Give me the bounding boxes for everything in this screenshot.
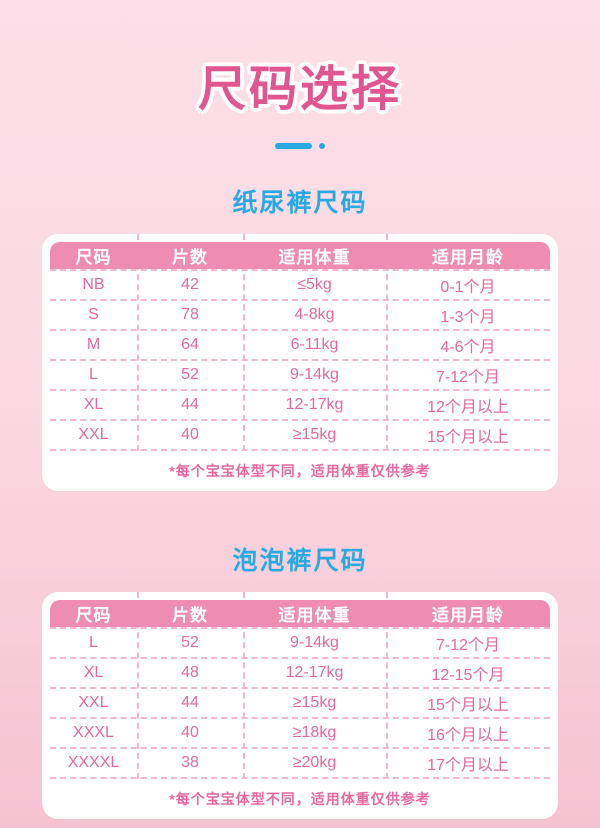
table-cell: 42 xyxy=(181,275,199,293)
table-header-row: 尺码 片数 适用体重 适用月龄 xyxy=(50,241,550,269)
table-body: L 52 9-14kg 7-12个月 XL 48 12-17kg 12-15个月 XXL 44 ≥1… xyxy=(50,626,550,779)
column-header: 尺码 xyxy=(75,605,112,625)
table-cell: XL xyxy=(83,663,104,681)
table-cell: 12-17kg xyxy=(285,395,344,413)
table-cell: 17个月以上 xyxy=(427,756,509,774)
table-cell: 9-14kg xyxy=(290,633,339,651)
table-cell: ≥20kg xyxy=(292,753,337,771)
table-cell: 44 xyxy=(181,693,199,711)
column-header: 尺码 xyxy=(75,247,112,267)
column-header: 片数 xyxy=(172,247,208,267)
table-cell: 44 xyxy=(181,395,199,413)
table-cell: 78 xyxy=(181,305,199,323)
table-row: L 52 9-14kg 7-12个月 xyxy=(50,629,550,659)
column-header: 适用体重 xyxy=(278,247,351,267)
table-body: NB 42 ≤5kg 0-1个月 S 78 4-8kg 1-3个月 M 64 6-11kg 4-6个月… xyxy=(50,268,550,451)
table-row: XL 44 12-17kg 12个月以上 xyxy=(50,391,550,421)
table-row: M 64 6-11kg 4-6个月 xyxy=(50,331,550,361)
table-cell: XXL xyxy=(78,693,109,711)
column-divider xyxy=(243,591,246,779)
table-cell: XXL xyxy=(78,425,109,443)
column-header: 片数 xyxy=(172,605,208,625)
table-cell: 15个月以上 xyxy=(427,428,509,446)
table-row: XL 48 12-17kg 12-15个月 xyxy=(50,659,550,689)
table-row: XXXL 40 ≥18kg 16个月以上 xyxy=(50,719,550,749)
table-cell: ≥15kg xyxy=(292,425,337,443)
divider-dot-icon xyxy=(319,142,325,149)
table-cell: 9-14kg xyxy=(290,365,339,383)
table-cell: 7-12个月 xyxy=(435,368,501,386)
table-cell: 16个月以上 xyxy=(427,726,509,744)
table-row: NB 42 ≤5kg 0-1个月 xyxy=(50,271,550,301)
table-row: XXXXL 38 ≥20kg 17个月以上 xyxy=(50,749,550,779)
column-header: 适用体重 xyxy=(278,605,351,625)
divider-bar-icon xyxy=(275,142,312,149)
table-row: XXL 40 ≥15kg 15个月以上 xyxy=(50,421,550,451)
table-cell: 40 xyxy=(181,425,199,443)
table-cell: 12-15个月 xyxy=(431,666,505,684)
column-divider xyxy=(136,591,139,779)
table-cell: 12-17kg xyxy=(285,663,344,681)
section-pull-up-pants: 泡泡裤尺码 尺码 片数 适用体重 适用月龄 L 52 9-14kg 7-12个月 XL 48 12… xyxy=(0,541,600,819)
table-cell: 64 xyxy=(181,335,199,353)
table-cell: L xyxy=(89,633,98,651)
diaper-size-table: 尺码 片数 适用体重 适用月龄 NB 42 ≤5kg 0-1个月 S 78 4-8kg 1-3个月 M… xyxy=(42,233,558,491)
table-header-row: 尺码 片数 适用体重 适用月龄 xyxy=(50,599,550,627)
section-heading-diaper: 纸尿裤尺码 xyxy=(232,188,368,217)
table-cell: S xyxy=(88,305,99,323)
column-divider xyxy=(386,233,389,451)
column-divider xyxy=(386,591,389,779)
table-cell: ≤5kg xyxy=(297,275,332,293)
table-cell: 52 xyxy=(181,365,199,383)
column-divider xyxy=(243,233,246,451)
page-title: 尺码选择 xyxy=(197,63,402,116)
table-footnote: *每个宝宝体型不同，适用体重仅供参考 xyxy=(169,790,431,807)
pull-up-pants-size-table: 尺码 片数 适用体重 适用月龄 L 52 9-14kg 7-12个月 XL 48 12-17kg 1… xyxy=(42,591,558,819)
table-cell: 1-3个月 xyxy=(440,308,496,326)
table-row: XXL 44 ≥15kg 15个月以上 xyxy=(50,689,550,719)
table-cell: XXXL xyxy=(73,723,114,741)
table-cell: XL xyxy=(83,395,104,413)
table-cell: 48 xyxy=(181,663,199,681)
table-row: L 52 9-14kg 7-12个月 xyxy=(50,361,550,391)
table-cell: 15个月以上 xyxy=(427,696,509,714)
title-divider xyxy=(0,142,600,149)
column-header: 适用月龄 xyxy=(432,605,504,625)
section-diaper: 纸尿裤尺码 尺码 片数 适用体重 适用月龄 NB 42 ≤5kg 0-1个月 S 78 4-8kg… xyxy=(0,183,600,491)
table-cell: 7-12个月 xyxy=(435,636,501,654)
table-cell: ≥18kg xyxy=(292,723,337,741)
column-divider xyxy=(136,233,139,451)
table-cell: 6-11kg xyxy=(290,335,339,353)
section-heading-pull-up-pants: 泡泡裤尺码 xyxy=(232,546,368,575)
table-cell: 0-1个月 xyxy=(440,278,496,296)
table-cell: 12个月以上 xyxy=(427,398,509,416)
table-cell: NB xyxy=(82,275,105,293)
table-cell: ≥15kg xyxy=(292,693,337,711)
table-row: S 78 4-8kg 1-3个月 xyxy=(50,301,550,331)
table-cell: 4-8kg xyxy=(294,305,335,323)
table-footnote: *每个宝宝体型不同，适用体重仅供参考 xyxy=(169,462,431,479)
table-cell: 40 xyxy=(181,723,199,741)
table-cell: M xyxy=(86,335,101,353)
table-cell: 4-6个月 xyxy=(440,338,496,356)
table-cell: L xyxy=(89,365,98,383)
table-cell: 52 xyxy=(181,633,199,651)
table-cell: XXXXL xyxy=(67,753,120,771)
column-header: 适用月龄 xyxy=(432,247,504,267)
table-cell: 38 xyxy=(181,753,199,771)
